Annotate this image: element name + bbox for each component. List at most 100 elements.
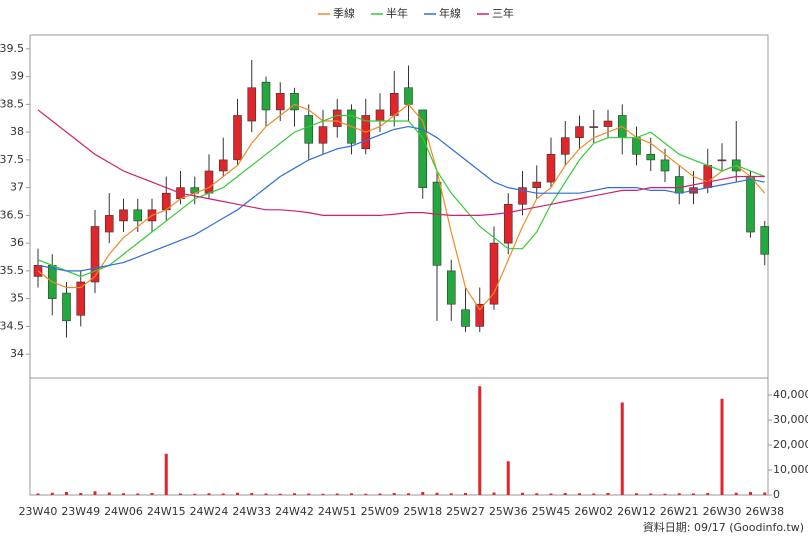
- source-note: 資料日期: 09/17 (Goodinfo.tw): [643, 520, 804, 534]
- x-tick-label: 23W49: [61, 505, 100, 518]
- candle-body: [247, 87, 257, 122]
- volume-bar: [663, 493, 667, 495]
- x-tick-label: 24W15: [147, 505, 186, 518]
- candle-body: [446, 270, 456, 305]
- candle-body: [589, 126, 599, 128]
- candle-body: [261, 81, 271, 111]
- volume-bar: [36, 493, 40, 495]
- ma-line: [37, 103, 766, 311]
- volume-bar: [392, 493, 396, 495]
- y-tick-label: 39.5: [0, 42, 24, 55]
- candle-body: [560, 137, 570, 155]
- volume-bar: [65, 492, 68, 495]
- candle-body: [404, 87, 413, 105]
- y2-tick-label: 20,000: [773, 438, 808, 451]
- x-tick-label: 26W21: [660, 505, 699, 518]
- y-tick-label: 38.5: [0, 97, 24, 110]
- x-tick-label: 25W27: [446, 505, 485, 518]
- volume-bar: [734, 492, 738, 495]
- candle-body: [603, 120, 613, 127]
- candle-body: [389, 92, 399, 116]
- candle-body: [204, 170, 214, 194]
- y-tick-label: 35: [10, 292, 24, 305]
- volume-bar: [221, 493, 225, 495]
- candle-body: [418, 109, 428, 188]
- candle-body: [546, 154, 556, 183]
- volume-bar: [749, 492, 752, 495]
- plot-frame: [29, 34, 769, 496]
- candle-body: [119, 209, 128, 222]
- volume-bar: [677, 493, 681, 495]
- x-tick-label: 25W09: [361, 505, 400, 518]
- x-tick-label: 24W06: [104, 505, 143, 518]
- volume-bar: [421, 492, 425, 495]
- volume-bar: [321, 493, 325, 495]
- candle-body: [575, 126, 584, 138]
- x-tick-label: 23W40: [19, 505, 58, 518]
- candle-body: [760, 226, 770, 255]
- volume-bar: [335, 493, 339, 495]
- legend-label: 年線: [439, 6, 461, 20]
- volume-bar: [236, 492, 239, 495]
- volume-bar: [107, 492, 111, 495]
- candle-body: [332, 109, 342, 127]
- volume-bar: [635, 493, 638, 495]
- volume-bar: [307, 493, 311, 495]
- candle-body: [290, 92, 299, 111]
- volume-bar: [136, 493, 140, 495]
- candle-body: [489, 242, 499, 305]
- volume-bar: [407, 493, 410, 495]
- candle-body: [475, 303, 485, 327]
- volume-bar: [122, 493, 125, 495]
- candle-body: [62, 292, 71, 322]
- candle-body: [304, 115, 314, 144]
- volume-bar: [620, 402, 624, 495]
- candle-body: [90, 226, 100, 283]
- volume-bar: [435, 492, 439, 495]
- x-tick-label: 25W18: [403, 505, 442, 518]
- volume-bar: [264, 493, 268, 495]
- x-tick-label: 26W38: [745, 505, 784, 518]
- volume-bar: [364, 493, 368, 495]
- x-tick-label: 25W45: [532, 505, 571, 518]
- candle-body: [432, 181, 442, 266]
- volume-bar: [506, 461, 510, 495]
- candle-body: [233, 115, 242, 161]
- x-tick-label: 24W51: [318, 505, 357, 518]
- volume-bar: [521, 492, 524, 495]
- volume-bar: [93, 491, 97, 495]
- y-tick-label: 37.5: [0, 153, 24, 166]
- candle-body: [76, 281, 86, 316]
- volume-bar: [763, 492, 767, 495]
- volume-bar: [549, 493, 553, 495]
- candle-body: [318, 126, 328, 144]
- volume-bar: [207, 493, 211, 495]
- candle-body: [375, 109, 385, 122]
- y2-tick-label: 0: [773, 488, 780, 501]
- candle-body: [275, 92, 285, 111]
- x-tick-label: 24W42: [275, 505, 314, 518]
- volume-bar: [179, 493, 182, 495]
- y-tick-label: 39: [10, 70, 24, 83]
- volume-bar: [150, 493, 154, 495]
- volume-bar: [535, 493, 539, 495]
- candle-body: [632, 137, 641, 155]
- ma-line: [37, 125, 765, 272]
- y-tick-label: 34: [10, 347, 24, 360]
- y-tick-label: 37: [10, 181, 24, 194]
- x-tick-label: 24W24: [190, 505, 229, 518]
- candle-body: [218, 159, 228, 172]
- volume-bar: [79, 493, 83, 495]
- candle-body: [104, 215, 114, 233]
- candle-body: [746, 176, 755, 233]
- candle-body: [674, 176, 684, 194]
- volume-bar: [563, 493, 567, 495]
- legend-label: 半年: [386, 6, 408, 20]
- candle-body: [646, 154, 656, 161]
- y-tick-label: 36.5: [0, 208, 24, 221]
- volume-bar: [578, 493, 581, 495]
- volume-bar: [478, 386, 482, 495]
- x-tick-label: 26W30: [703, 505, 742, 518]
- volume-bar: [649, 493, 653, 495]
